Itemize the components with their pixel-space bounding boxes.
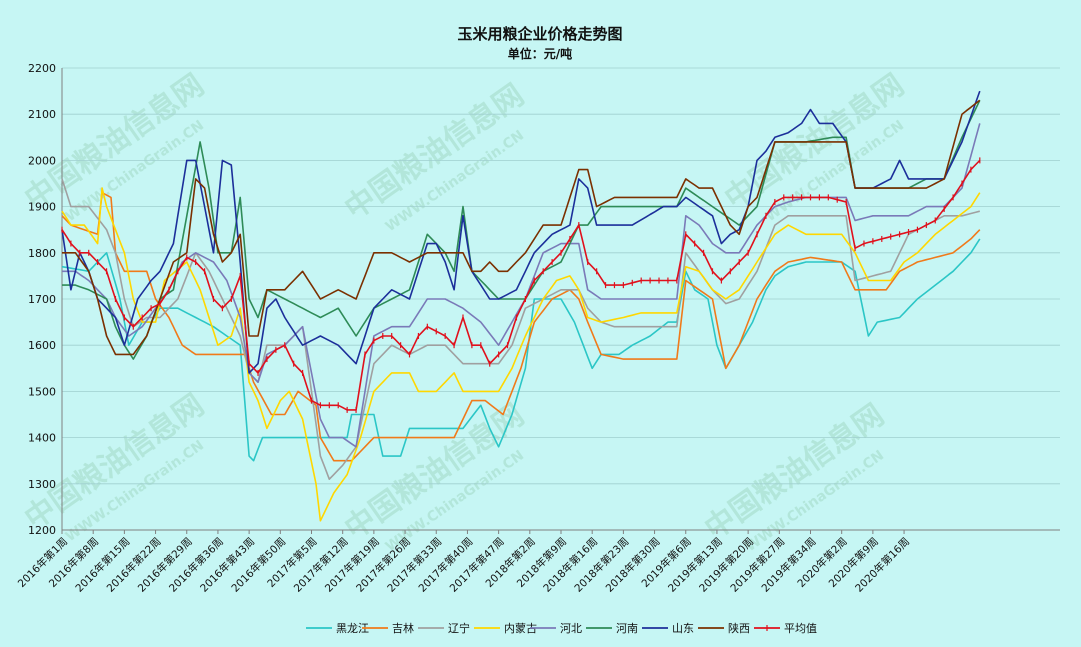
y-tick-label: 1400 [28, 432, 56, 445]
legend-label: 平均值 [784, 622, 817, 635]
series-line-吉林 [61, 191, 981, 462]
y-tick-label: 1600 [28, 339, 56, 352]
legend-label: 陕西 [728, 621, 750, 635]
y-tick-label: 1200 [28, 524, 56, 537]
legend-label: 内蒙古 [504, 621, 537, 635]
y-axis: 1200 1300 1400 1500 1600 1700 1800 1900 2000 2100… [28, 62, 63, 537]
y-tick-label: 1500 [28, 385, 56, 398]
series-line-陕西 [62, 99, 981, 356]
y-tick-label: 1800 [28, 247, 56, 260]
series-line-黑龙江 [61, 238, 981, 462]
y-tick-label: 2200 [28, 62, 56, 75]
series-layer [61, 90, 981, 522]
legend: 黑龙江 吉林 辽宁 内蒙古 河北 河南 山东 陕西 平均值 [306, 621, 817, 635]
y-tick-label: 1900 [28, 201, 56, 214]
series-line-内蒙古 [61, 187, 981, 522]
y-tick-label: 1300 [28, 478, 56, 491]
y-tick-label: 2100 [28, 108, 56, 121]
legend-label: 河南 [616, 622, 638, 635]
legend-label: 吉林 [392, 621, 414, 635]
chart-subtitle: 单位：元/吨 [508, 46, 572, 61]
y-tick-label: 2000 [28, 154, 56, 167]
legend-label: 辽宁 [448, 621, 470, 635]
series-line-辽宁 [61, 178, 981, 480]
series-line-平均值 [61, 159, 981, 411]
legend-label: 山东 [672, 622, 694, 635]
y-tick-label: 1700 [28, 293, 56, 306]
legend-label: 黑龙江 [336, 622, 369, 635]
chart-title: 玉米用粮企业价格走势图 [457, 25, 622, 43]
legend-label: 河北 [560, 622, 582, 635]
